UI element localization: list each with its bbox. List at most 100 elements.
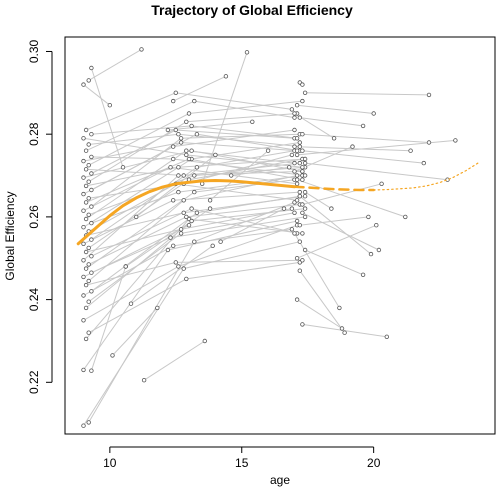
subject-line-6: [88, 261, 300, 334]
subject-line-60: [209, 150, 269, 201]
data-point-69-2: [368, 251, 374, 257]
data-point-15-1: [89, 270, 94, 275]
data-point-35-2: [194, 131, 200, 137]
data-point-33-3: [289, 152, 295, 158]
data-point-34-3: [292, 127, 297, 133]
data-point-81-1: [297, 222, 302, 228]
data-point-2-1: [86, 420, 91, 425]
data-point-29-2: [192, 173, 197, 178]
subject-line-2: [88, 201, 295, 423]
data-point-23-1: [89, 237, 94, 242]
data-point-31-1: [89, 204, 94, 209]
data-point-73-2: [426, 140, 432, 145]
subject-line-54: [130, 245, 213, 305]
data-point-22-3: [297, 189, 302, 195]
data-point-70-1: [294, 177, 300, 182]
data-point-80-2: [350, 144, 355, 149]
data-point-32-1: [83, 200, 89, 205]
subject-line-53: [112, 307, 158, 356]
data-point-74-1: [297, 115, 302, 120]
data-point-77-2: [300, 82, 305, 87]
data-point-52-1: [141, 378, 147, 383]
data-point-40-2: [181, 173, 186, 178]
data-point-67-2: [337, 305, 342, 311]
data-point-66-1: [302, 247, 308, 253]
data-point-74-2: [360, 123, 366, 129]
data-point-61-1: [218, 239, 223, 244]
data-point-6-2: [184, 276, 189, 282]
data-point-14-2: [186, 222, 192, 228]
data-point-18-2: [176, 173, 181, 178]
subject-line-74: [299, 117, 364, 127]
data-point-47-2: [189, 123, 194, 129]
data-point-68-2: [376, 247, 382, 253]
data-point-19-2: [189, 206, 194, 211]
data-point-54-1: [128, 301, 134, 306]
data-point-3-2: [165, 247, 171, 253]
data-point-9-3: [292, 210, 297, 215]
data-point-23-2: [194, 165, 200, 170]
data-point-5-3: [300, 231, 305, 236]
data-point-7-1: [81, 318, 86, 323]
subject-line-30: [83, 166, 298, 212]
subject-line-57: [167, 121, 253, 131]
data-point-83-1: [302, 189, 308, 195]
data-point-33-1: [86, 196, 91, 201]
data-point-30-3: [294, 181, 300, 186]
data-point-83-2: [329, 206, 334, 211]
data-point-11-2: [194, 210, 200, 215]
data-point-18-1: [81, 258, 86, 263]
data-point-40-3: [297, 160, 302, 166]
data-point-76-2: [426, 92, 432, 98]
data-point-78-2: [379, 181, 384, 186]
data-point-82-2: [421, 160, 426, 166]
data-point-35-1: [89, 187, 94, 193]
subject-line-76: [305, 92, 430, 96]
data-point-72-1: [292, 144, 297, 149]
data-point-46-1: [81, 136, 86, 141]
data-point-30-1: [81, 208, 86, 213]
data-point-57-2: [250, 119, 255, 124]
data-point-15-2: [168, 235, 173, 240]
data-point-22-2: [170, 198, 176, 203]
data-point-49-2: [139, 47, 144, 52]
subject-line-67: [294, 233, 340, 309]
subject-line-4: [90, 266, 127, 371]
data-point-60-1: [207, 198, 213, 203]
data-point-72-2: [408, 148, 413, 153]
subject-line-49: [88, 48, 142, 81]
data-point-80-1: [292, 169, 297, 174]
data-point-31-2: [178, 136, 184, 141]
subject-line-61: [220, 208, 285, 243]
data-point-26-1: [81, 224, 86, 230]
data-point-13-1: [86, 278, 91, 284]
data-point-38-3: [300, 169, 305, 174]
data-point-41-1: [86, 162, 91, 168]
data-point-13-2: [181, 198, 186, 203]
data-point-51-1: [81, 82, 86, 87]
data-point-13-3: [294, 173, 300, 178]
plot-frame: [64, 36, 496, 435]
data-point-82-1: [300, 148, 305, 153]
subject-line-62: [231, 166, 290, 176]
data-point-12-2: [173, 260, 178, 265]
data-point-59-1: [170, 98, 176, 104]
data-point-26-3: [297, 140, 302, 145]
data-point-25-3: [294, 198, 300, 203]
data-point-79-1: [294, 152, 300, 158]
data-point-46-2: [184, 152, 189, 158]
data-point-1-2: [181, 266, 186, 271]
data-point-1-1: [81, 423, 86, 428]
data-point-64-2: [339, 326, 345, 331]
x-axis-label: age: [270, 473, 290, 487]
data-point-81-2: [366, 214, 371, 220]
fit-line-dotted: [373, 161, 480, 191]
data-point-8-3: [302, 206, 308, 211]
data-point-42-2: [178, 140, 184, 145]
data-point-21-1: [86, 245, 91, 251]
y-tick-label-4: 0.28: [27, 122, 41, 146]
data-point-11-1: [89, 289, 94, 294]
subject-line-1: [83, 241, 300, 426]
data-point-62-1: [228, 173, 234, 178]
subject-line-71: [305, 162, 448, 181]
